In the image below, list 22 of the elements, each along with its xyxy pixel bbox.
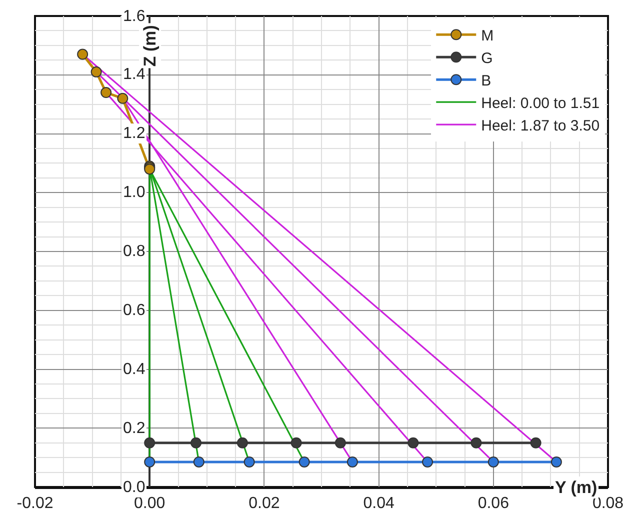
x-tick-label: -0.02 <box>16 495 54 512</box>
legend-label: Heel: 1.87 to 3.50 <box>481 117 600 134</box>
y-tick-label: 0.0 <box>123 479 146 496</box>
x-tick-label: 0.00 <box>134 495 166 512</box>
y-tick-label: 1.4 <box>123 66 146 83</box>
legend-label: B <box>481 72 492 90</box>
x-tick-label: 0.08 <box>592 495 624 512</box>
x-axis-title: Y (m) <box>555 478 598 497</box>
legend-label: M <box>481 27 494 44</box>
y-tick-label: 0.2 <box>123 420 146 437</box>
y-tick-label: 1.0 <box>123 184 146 201</box>
legend-label: G <box>481 50 493 67</box>
y-tick-label: 0.8 <box>123 243 146 260</box>
y-tick-label: 1.6 <box>123 8 146 25</box>
x-tick-label: 0.02 <box>248 495 280 512</box>
x-tick-label: 0.04 <box>363 495 394 512</box>
x-tick-label: 0.06 <box>478 495 510 512</box>
y-tick-label: 0.6 <box>123 302 146 319</box>
y-tick-label: 0.4 <box>123 361 146 378</box>
y-axis-title: Z (m) <box>140 25 160 67</box>
legend-label: Heel: 0.00 to 1.51 <box>481 94 600 112</box>
y-tick-label: 1.2 <box>123 125 146 142</box>
